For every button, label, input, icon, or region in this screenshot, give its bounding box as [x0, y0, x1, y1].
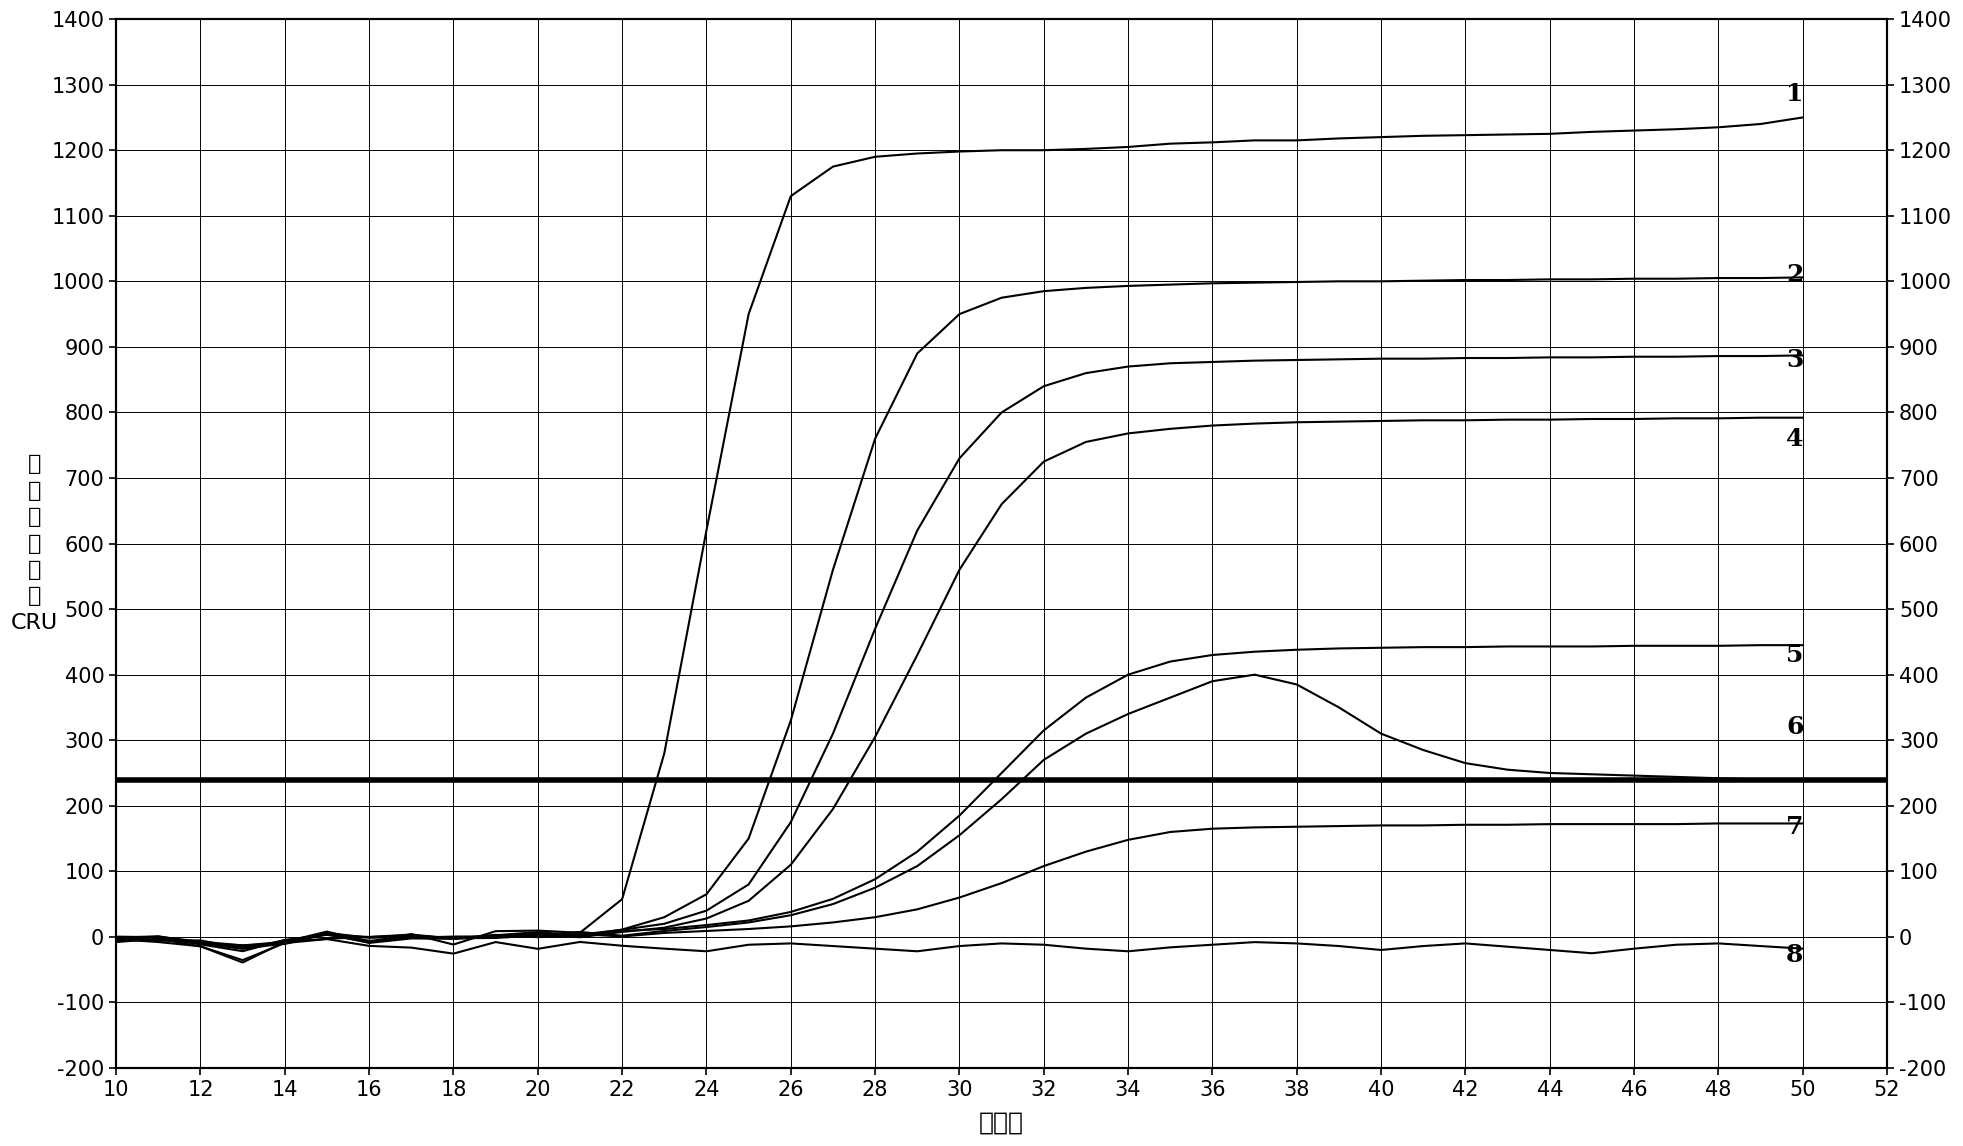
Text: 1: 1 [1786, 83, 1804, 107]
Text: 3: 3 [1786, 348, 1804, 372]
Text: 8: 8 [1786, 943, 1804, 967]
Y-axis label: 相
对
荧
光
强
度
CRU: 相 对 荧 光 强 度 CRU [12, 454, 59, 633]
Text: 6: 6 [1786, 715, 1804, 739]
Text: 7: 7 [1786, 815, 1804, 839]
Text: 5: 5 [1786, 643, 1804, 667]
Text: 4: 4 [1786, 426, 1804, 450]
X-axis label: 循环数: 循环数 [980, 1110, 1025, 1135]
Text: 2: 2 [1786, 262, 1804, 286]
